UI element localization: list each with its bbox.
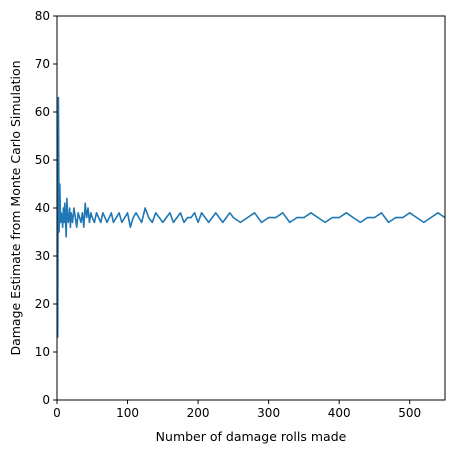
x-tick-label: 400 xyxy=(328,406,351,420)
y-axis: 0 10 20 30 40 50 60 70 80 xyxy=(35,9,57,407)
x-axis-label: Number of damage rolls made xyxy=(156,429,347,444)
x-tick-label: 100 xyxy=(116,406,139,420)
y-tick-label: 30 xyxy=(35,249,50,263)
plot-area xyxy=(56,96,446,338)
y-tick-label: 60 xyxy=(35,105,50,119)
y-tick-label: 70 xyxy=(35,57,50,71)
y-tick-label: 0 xyxy=(42,393,50,407)
y-tick-label: 10 xyxy=(35,345,50,359)
series-line xyxy=(56,96,446,338)
x-tick-label: 300 xyxy=(257,406,280,420)
x-tick-label: 500 xyxy=(398,406,421,420)
y-axis-label: Damage Estimate from Monte Carlo Simulat… xyxy=(8,60,23,355)
y-tick-label: 50 xyxy=(35,153,50,167)
axes-frame xyxy=(56,15,446,401)
y-tick-label: 80 xyxy=(35,9,50,23)
y-tick-label: 40 xyxy=(35,201,50,215)
x-tick-label: 200 xyxy=(187,406,210,420)
y-tick-label: 20 xyxy=(35,297,50,311)
x-tick-label: 0 xyxy=(53,406,61,420)
x-axis: 0 100 200 300 400 500 xyxy=(53,400,421,420)
